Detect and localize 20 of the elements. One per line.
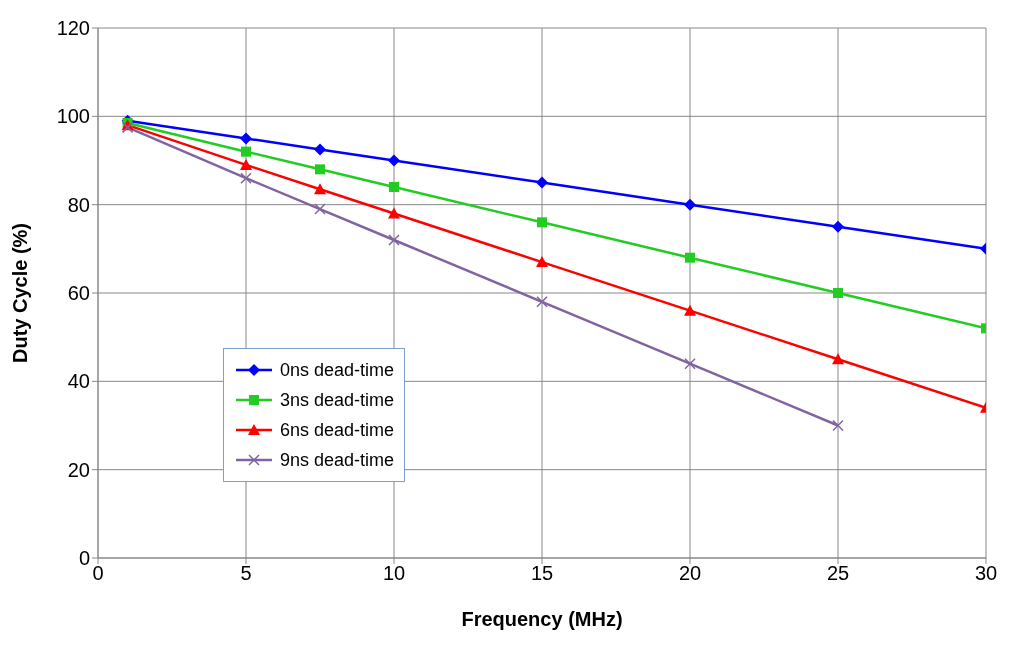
legend-label: 9ns dead-time bbox=[280, 449, 395, 471]
y-tick-label: 80 bbox=[67, 193, 90, 216]
x-tick-label: 30 bbox=[974, 562, 998, 585]
y-tick-label: 120 bbox=[56, 17, 90, 40]
x-tick-label: 0 bbox=[92, 562, 104, 585]
x-tick-label: 10 bbox=[382, 562, 406, 585]
x-tick-label: 20 bbox=[678, 562, 702, 585]
y-tick-label: 100 bbox=[56, 105, 90, 128]
y-tick-label: 20 bbox=[67, 458, 90, 481]
x-axis-title: Frequency (MHz) bbox=[461, 608, 623, 630]
legend-label: 3ns dead-time bbox=[280, 389, 395, 411]
x-tick-label: 5 bbox=[240, 562, 252, 585]
x-tick-label: 25 bbox=[826, 562, 850, 585]
legend-label: 0ns dead-time bbox=[280, 359, 395, 381]
legend-label: 6ns dead-time bbox=[280, 419, 395, 441]
y-tick-label: 0 bbox=[78, 547, 90, 570]
y-axis-title: Duty Cycle (%) bbox=[9, 222, 32, 364]
y-tick-label: 60 bbox=[67, 282, 90, 305]
x-tick-label: 15 bbox=[530, 562, 554, 585]
y-tick-label: 40 bbox=[67, 370, 90, 393]
